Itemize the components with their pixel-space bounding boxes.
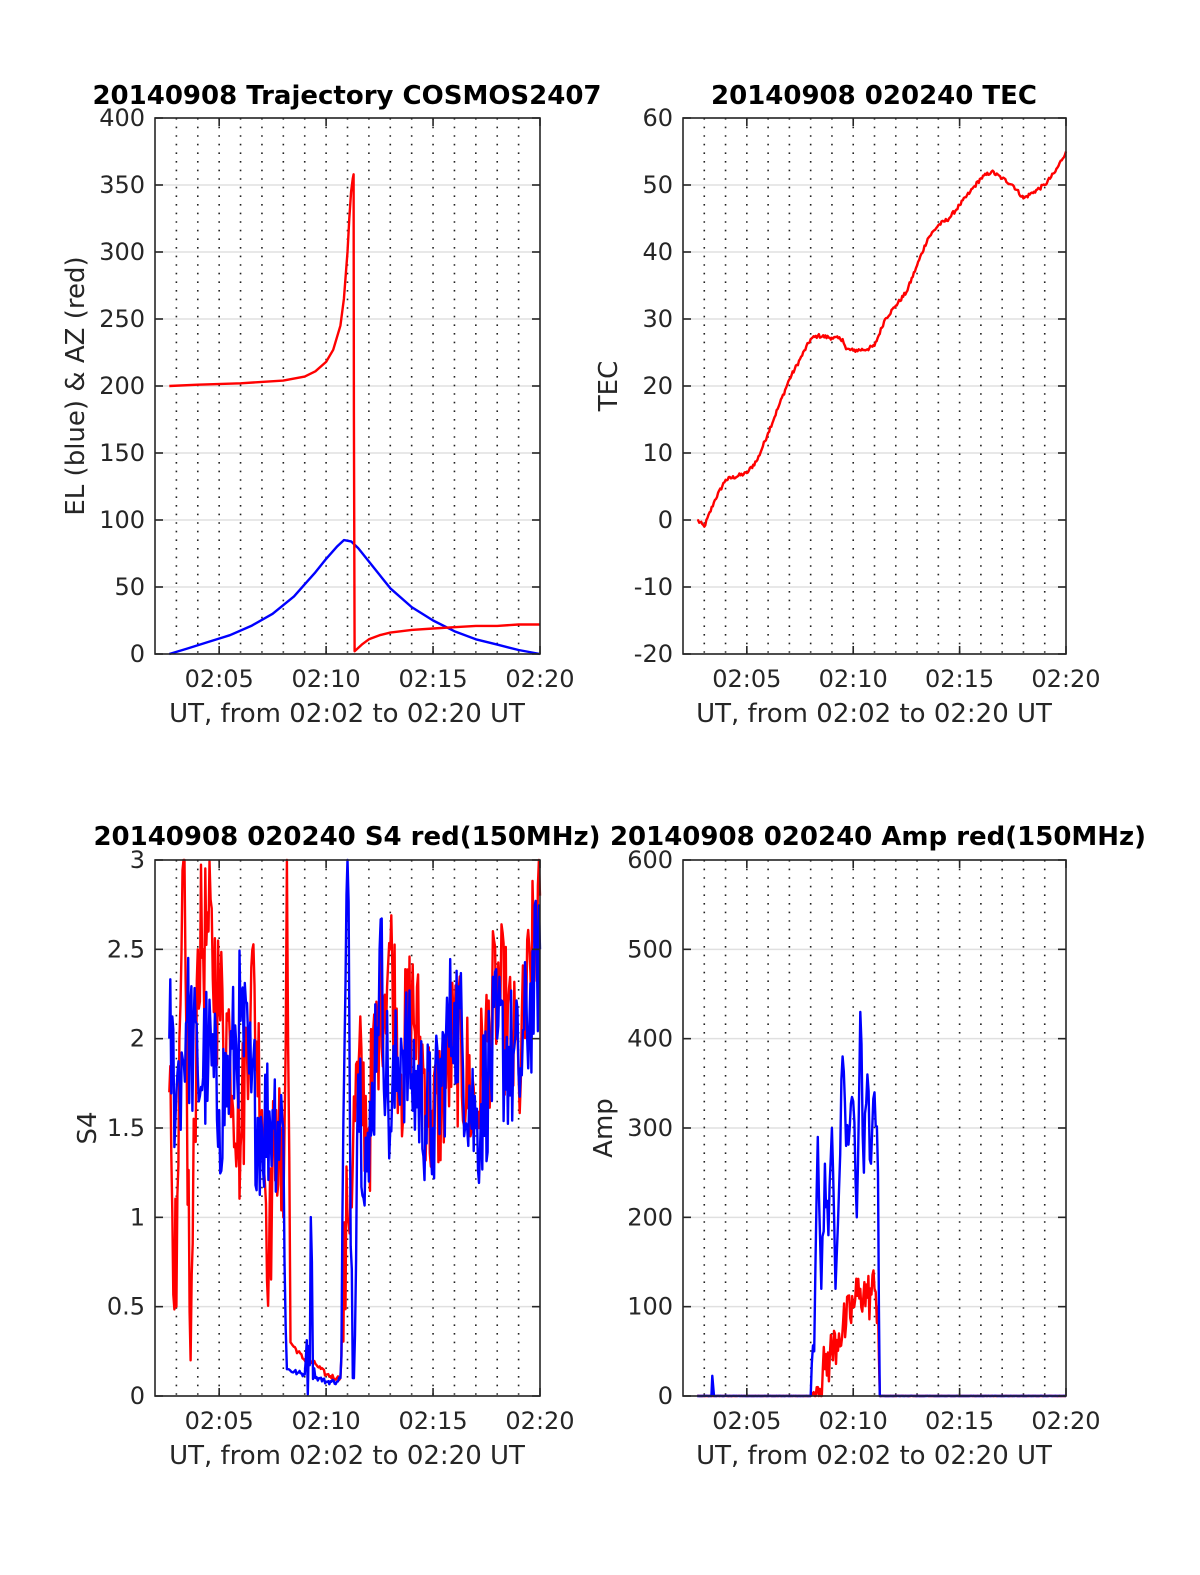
y-axis-label: TEC bbox=[594, 361, 624, 412]
x-tick-label: 02:15 bbox=[398, 665, 467, 693]
y-tick-label: 20 bbox=[642, 372, 673, 400]
x-tick-label: 02:15 bbox=[398, 1407, 467, 1435]
x-axis-label: UT, from 02:02 to 02:20 UT bbox=[696, 1441, 1052, 1471]
y-tick-label: 400 bbox=[99, 104, 145, 132]
y-tick-label: 1 bbox=[130, 1203, 145, 1231]
y-tick-label: 150 bbox=[99, 439, 145, 467]
x-tick-label: 02:05 bbox=[712, 665, 781, 693]
series-line-blue bbox=[168, 858, 542, 1396]
x-tick-label: 02:05 bbox=[185, 1407, 254, 1435]
plot-area: 0 100 200 300 400 500 600 02:05 02:10 02:15 02:20 bbox=[627, 846, 1100, 1435]
y-tick-label: 200 bbox=[627, 1203, 673, 1231]
x-tick-label: 02:20 bbox=[505, 1407, 574, 1435]
panel-trajectory: 20140908 Trajectory COSMOS2407 UT, from … bbox=[61, 81, 602, 729]
y-tick-label: 350 bbox=[99, 171, 145, 199]
panel-amp: 20140908 020240 Amp red(150MHz) UT, from… bbox=[589, 822, 1146, 1471]
chart-title: 20140908 020240 TEC bbox=[711, 81, 1037, 111]
y-tick-label: 60 bbox=[642, 104, 673, 132]
y-tick-label: 400 bbox=[627, 1025, 673, 1053]
y-tick-label: 300 bbox=[99, 238, 145, 266]
x-axis-label: UT, from 02:02 to 02:20 UT bbox=[169, 699, 525, 729]
y-tick-label: 500 bbox=[627, 935, 673, 963]
y-tick-label: 0 bbox=[658, 1382, 673, 1410]
x-tick-label: 02:15 bbox=[925, 665, 994, 693]
chart-title: 20140908 020240 Amp red(150MHz) bbox=[610, 822, 1146, 852]
x-axis-label: UT, from 02:02 to 02:20 UT bbox=[169, 1441, 525, 1471]
y-tick-label: 10 bbox=[642, 439, 673, 467]
y-tick-label: 200 bbox=[99, 372, 145, 400]
y-axis-label: EL (blue) & AZ (red) bbox=[61, 256, 91, 515]
y-tick-label: 0.5 bbox=[107, 1293, 145, 1321]
y-tick-label: -20 bbox=[634, 640, 673, 668]
y-tick-label: 250 bbox=[99, 305, 145, 333]
series-line-red bbox=[169, 173, 540, 653]
y-tick-label: 3 bbox=[130, 846, 145, 874]
y-tick-label: 600 bbox=[627, 846, 673, 874]
x-tick-label: 02:20 bbox=[505, 665, 574, 693]
x-tick-label: 02:05 bbox=[185, 665, 254, 693]
y-tick-label: 100 bbox=[627, 1293, 673, 1321]
plot-area: 0 0.5 1 1.5 2 2.5 3 02:05 02:10 02:15 02:20 bbox=[107, 846, 575, 1435]
series-line-blue bbox=[168, 538, 541, 656]
x-tick-label: 02:10 bbox=[292, 665, 361, 693]
y-tick-label: 50 bbox=[642, 171, 673, 199]
x-tick-label: 02:20 bbox=[1031, 665, 1100, 693]
x-tick-label: 02:20 bbox=[1031, 1407, 1100, 1435]
x-tick-label: 02:05 bbox=[712, 1407, 781, 1435]
y-tick-label: -10 bbox=[634, 573, 673, 601]
y-axis-label: S4 bbox=[73, 1111, 103, 1144]
x-tick-label: 02:10 bbox=[292, 1407, 361, 1435]
panel-s4: 20140908 020240 S4 red(150MHz) UT, from … bbox=[73, 822, 601, 1471]
x-tick-label: 02:10 bbox=[819, 665, 888, 693]
y-tick-label: 0 bbox=[130, 640, 145, 668]
y-axis-label: Amp bbox=[589, 1098, 619, 1158]
y-tick-label: 2 bbox=[130, 1025, 145, 1053]
plot-area: -20 -10 0 10 20 30 40 50 60 02:05 02:10 02:15 02:20 bbox=[634, 104, 1101, 693]
y-tick-label: 100 bbox=[99, 506, 145, 534]
y-tick-label: 50 bbox=[114, 573, 145, 601]
chart-title: 20140908 Trajectory COSMOS2407 bbox=[92, 81, 601, 111]
y-tick-label: 1.5 bbox=[107, 1114, 145, 1142]
x-tick-label: 02:15 bbox=[925, 1407, 994, 1435]
y-tick-label: 0 bbox=[130, 1382, 145, 1410]
series-line-red bbox=[696, 151, 1068, 528]
y-tick-label: 40 bbox=[642, 238, 673, 266]
chart-title: 20140908 020240 S4 red(150MHz) bbox=[93, 822, 600, 852]
panel-tec: 20140908 020240 TEC UT, from 02:02 to 02… bbox=[594, 81, 1101, 729]
x-axis-label: UT, from 02:02 to 02:20 UT bbox=[696, 699, 1052, 729]
plot-area: 0 50 100 150 200 250 300 350 400 02:05 02:10 02:15 0… bbox=[99, 104, 574, 693]
x-tick-label: 02:10 bbox=[819, 1407, 888, 1435]
y-tick-label: 2.5 bbox=[107, 935, 145, 963]
y-tick-label: 0 bbox=[658, 506, 673, 534]
y-tick-label: 300 bbox=[627, 1114, 673, 1142]
y-tick-label: 30 bbox=[642, 305, 673, 333]
